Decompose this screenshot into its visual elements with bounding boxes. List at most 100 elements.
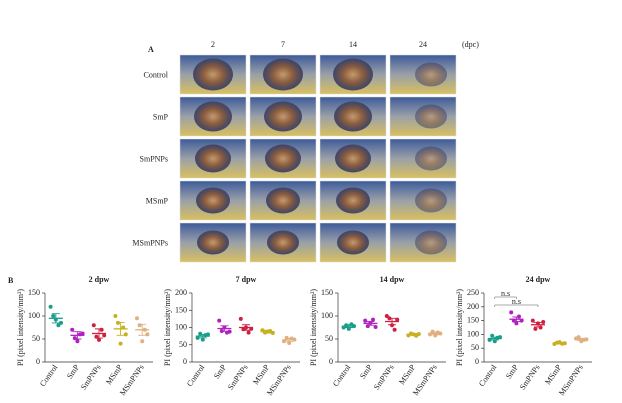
y-tick-label: 50 [32,334,40,343]
y-tick-label: 200 [467,302,479,311]
x-tick-label: MSmP [543,363,563,387]
y-tick-label: 100 [321,311,333,320]
y-axis-label: PI (pixel intensity/mm²) [16,289,25,366]
data-point [217,319,221,323]
row-label: Control [144,71,169,80]
x-tick-label: Control [331,362,353,388]
y-tick-label: 50 [325,334,333,343]
data-point [135,316,139,320]
row-label: SmPNPs [140,155,168,164]
data-point [138,323,142,327]
row-label: SmP [153,113,169,122]
unit-label: (dpc) [462,40,479,49]
y-tick-label: 0 [36,357,40,366]
chart-title: 2 dpw [89,275,110,284]
data-point [145,332,149,336]
data-point [73,336,77,340]
y-tick-label: 50 [471,343,479,352]
x-tick-label: SmP [65,363,81,381]
column-label: 14 [349,40,357,49]
y-tick-label: 150 [467,316,479,325]
annotation: n.s [512,297,521,306]
y-tick-label: 150 [175,305,187,314]
y-axis-label: PI (pixel intensity/mm²) [455,289,464,366]
chart-title: 7 dpw [236,275,257,284]
wound [415,63,447,87]
annotation: n.s [501,289,510,298]
wound [336,188,370,214]
y-tick-label: 0 [475,357,479,366]
figure: A B 271424(dpc)ControlSmPSmPNPsMSmPMSmPN… [0,0,622,403]
data-point [113,314,117,318]
y-axis-label: PI (pixel intensity/mm²) [309,289,318,366]
y-tick-label: 0 [183,357,187,366]
column-label: 24 [419,40,427,49]
x-tick-label: Control [185,362,207,388]
x-tick-label: MSmP [251,363,271,387]
row-label: MSmP [146,197,169,206]
panel-label: B [8,276,14,285]
data-point [198,332,202,336]
data-point [517,314,521,318]
wound [415,231,447,255]
wound [335,145,371,173]
wound [415,189,447,213]
figure-canvas: A B 271424(dpc)ControlSmPSmPNPsMSmPMSmPN… [0,0,622,403]
photo-grid [180,55,456,262]
wound [415,105,447,129]
y-tick-label: 100 [28,311,40,320]
data-point [239,317,243,321]
wound [195,145,231,173]
data-point [100,328,104,332]
data-point [366,324,370,328]
panel-label: A [148,45,154,54]
wound [196,188,230,214]
wound [264,102,302,132]
x-tick-label: SmPNPs [518,363,542,391]
chart-title: 24 dpw [526,275,551,284]
wound [334,102,372,132]
x-tick-label: SmPNPs [226,363,250,391]
data-point [514,321,518,325]
wound [197,231,229,255]
data-point [247,331,251,335]
x-tick-label: SmPNPs [79,363,103,391]
y-tick-label: 150 [28,288,40,297]
wound [333,59,373,91]
wound [194,102,232,132]
wound [415,147,447,171]
y-tick-label: 0 [329,357,333,366]
data-point [140,339,144,343]
data-point [541,320,545,324]
wound [267,231,299,255]
x-tick-label: Control [477,362,499,388]
data-point [119,342,123,346]
x-tick-label: SmP [212,363,228,381]
y-tick-label: 250 [467,288,479,297]
chart-title: 14 dpw [380,275,405,284]
data-point [539,326,543,330]
data-point [124,332,128,336]
wound [266,188,300,214]
y-tick-label: 150 [321,288,333,297]
y-tick-label: 50 [179,340,187,349]
y-tick-label: 200 [175,288,187,297]
wound [337,231,369,255]
data-point [533,327,537,331]
data-point [393,328,397,332]
data-point [49,305,53,309]
row-label: MSmPNPs [132,239,168,248]
x-tick-label: SmP [504,363,520,381]
wound [263,59,303,91]
x-tick-label: MSmP [397,363,417,387]
x-tick-label: Control [38,362,60,388]
column-label: 7 [281,40,285,49]
data-point [363,319,367,323]
wound [265,145,301,173]
data-point [51,314,55,318]
data-point [509,310,513,314]
y-tick-label: 100 [467,329,479,338]
y-axis-label: PI (pixel intensity/mm²) [163,289,172,366]
x-tick-label: SmP [358,363,374,381]
data-point [75,339,79,343]
